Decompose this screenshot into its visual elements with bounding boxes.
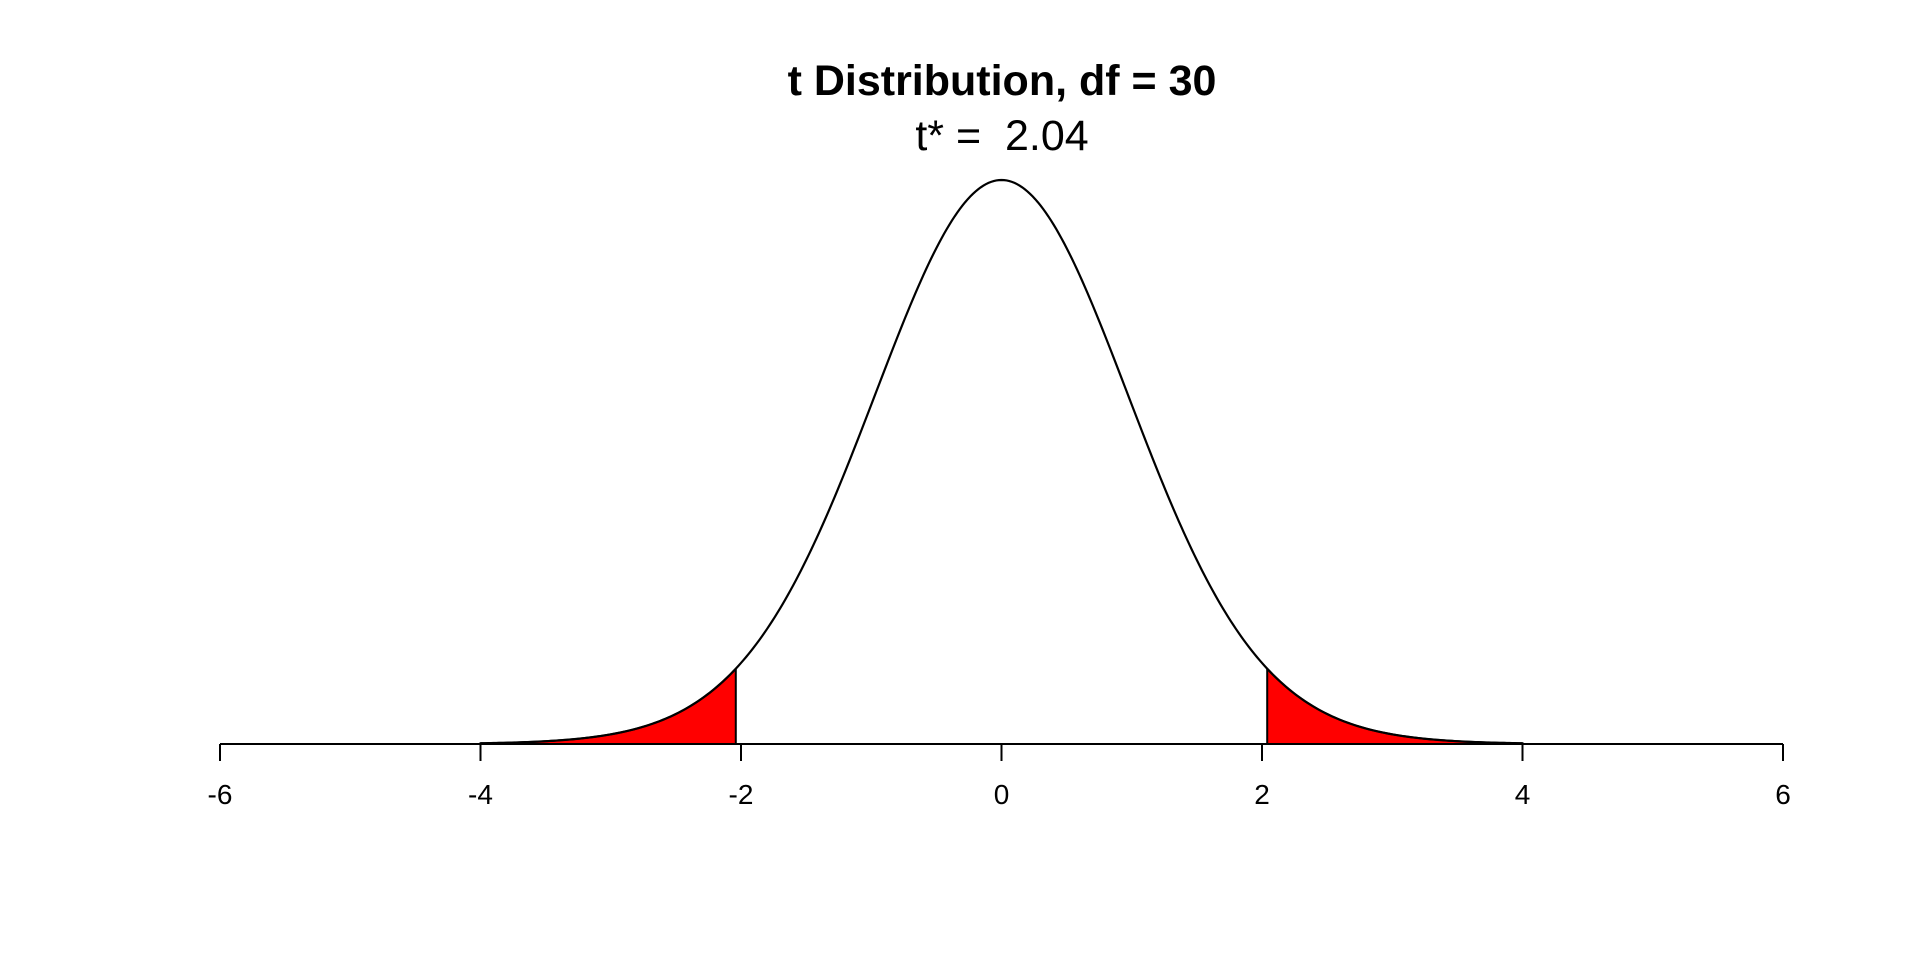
x-tick-label: 4: [1515, 779, 1531, 810]
x-tick-label: -4: [468, 779, 493, 810]
x-tick-label: -6: [208, 779, 233, 810]
density-curve-layer: [480, 178, 1523, 745]
x-axis: -6 -4 -2 0 2 4 6: [208, 743, 1791, 810]
right-tail-shade: [1266, 666, 1524, 745]
x-tick-label: -2: [729, 779, 754, 810]
x-tick-label: 6: [1775, 779, 1791, 810]
left-tail-shade: [479, 666, 737, 745]
chart-subtitle: t* = 2.04: [915, 112, 1088, 160]
density-curve: [480, 178, 1523, 745]
x-tick-label: 0: [994, 779, 1010, 810]
x-tick-label: 2: [1254, 779, 1270, 810]
shaded-tail-regions: [479, 666, 1524, 745]
chart-title: t Distribution, df = 30: [788, 57, 1217, 105]
